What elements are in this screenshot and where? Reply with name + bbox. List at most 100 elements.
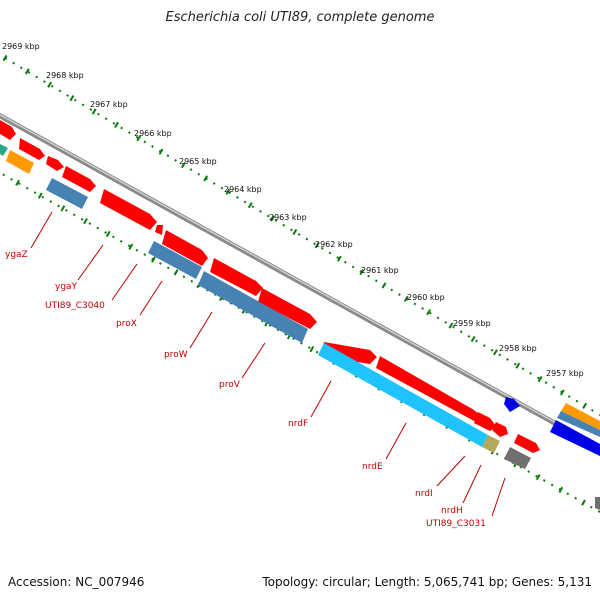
genome-backbone-highlight [0,114,600,448]
tick-mark [151,256,156,263]
gene-block-teal[interactable] [0,144,8,156]
scale-label: 2968 kbp [46,71,84,80]
scale-label: 2969 kbp [2,42,40,51]
gene-label: nrdI [415,489,433,499]
gene-block-darkblue[interactable] [504,397,520,412]
reverse-strand-features [0,144,600,510]
tick-mark [559,389,565,396]
tick-mark [60,205,66,212]
tick-mark [270,215,275,222]
scale-labels: 2969 kbp 2968 kbp 2967 kbp 2966 kbp 2965… [2,42,584,378]
gene-arrow-forward[interactable] [162,230,208,266]
gene-label: nrdF [288,419,308,429]
tick-mark [581,499,586,506]
gene-block-gray[interactable] [595,497,600,510]
tick-mark [105,230,111,238]
gene-block-olive[interactable] [482,435,500,453]
scale-label: 2958 kbp [499,344,537,353]
gene-arrow-forward[interactable] [258,288,317,329]
gene-block-steelblue[interactable] [148,241,202,279]
tick-mark [128,243,134,250]
gene-label: ygaY [55,282,78,292]
tick-mark [470,335,476,343]
gene-arrow-forward[interactable] [100,189,157,230]
gene-block-steelblue[interactable] [557,411,600,437]
gene-label: nrdH [441,506,463,516]
tick-mark [136,135,142,142]
tick-mark [37,192,43,199]
gene-label: nrdE [362,462,383,472]
gene-arrow-forward[interactable] [46,156,64,171]
gene-arrow-forward[interactable] [474,412,496,431]
tick-mark [15,179,20,186]
gene-block-lightblue[interactable] [366,370,488,447]
gene-block-gray[interactable] [504,447,531,469]
tick-mark [558,486,564,493]
scale-label: 2966 kbp [134,129,172,138]
scale-label: 2957 kbp [546,369,584,378]
tick-mark [203,175,209,182]
tick-mark [83,218,88,225]
page-title: Escherichia coli UTI89, complete genome [165,10,435,25]
gene-label: proX [116,319,137,329]
outer-major-ticks [2,54,588,409]
tick-mark [515,362,521,369]
gene-arrow-forward[interactable] [376,356,482,422]
tick-mark [225,188,231,195]
tick-mark [493,349,498,356]
tick-mark [535,473,541,481]
tick-mark [2,54,8,62]
gene-block-orange[interactable] [6,150,34,174]
gene-block-orange[interactable] [561,403,600,430]
gene-labels: ygaZ ygaY UTI89_C3040 proX proW proV nrd… [5,250,486,529]
gene-arrow-forward[interactable] [492,422,508,437]
tick-mark [359,268,365,276]
gene-block-steelblue[interactable] [46,178,88,209]
scale-label: 2967 kbp [90,100,128,109]
scale-label: 2965 kbp [179,157,217,166]
tick-mark [448,322,454,329]
gene-label: UTI89_C3040 [45,301,105,311]
scale-label: 2963 kbp [269,213,307,222]
gene-arrow-forward[interactable] [320,342,377,364]
gene-label: ygaZ [5,250,28,260]
tick-mark [537,375,543,383]
scale-label: 2960 kbp [407,293,445,302]
gene-arrow-forward[interactable] [514,434,540,453]
tick-mark [247,202,253,209]
tick-mark [24,68,30,75]
tick-mark [582,402,588,409]
tick-mark [337,255,342,262]
scale-label: 2961 kbp [361,266,399,275]
gene-block-darkblue[interactable] [550,420,600,456]
tick-mark [314,242,320,249]
gene-arrow-forward[interactable] [210,258,263,296]
tick-mark [292,228,298,235]
genome-stats-text: Topology: circular; Length: 5,065,741 bp… [262,575,592,589]
gene-arrow-forward[interactable] [0,120,16,140]
scale-label: 2959 kbp [453,319,491,328]
tick-mark [381,282,387,289]
tick-mark [403,295,409,302]
tick-mark [47,81,52,88]
tick-mark [158,148,164,155]
gene-arrow-forward[interactable] [19,138,45,160]
accession-text: Accession: NC_007946 [8,575,145,589]
gene-block-lightblue[interactable] [318,343,372,382]
gene-arrow-forward[interactable] [62,166,96,192]
tick-mark [173,269,179,276]
gene-label: UTI89_C3031 [426,519,486,529]
label-leaders [30,211,506,517]
forward-strand-features [0,120,540,453]
tick-mark [91,108,97,115]
tick-mark [426,309,432,316]
genome-backbone [0,112,600,452]
scale-label: 2962 kbp [315,240,353,249]
scale-label: 2964 kbp [224,185,262,194]
gene-label: proW [164,350,188,360]
tick-mark [180,161,186,169]
gene-block-steelblue[interactable] [198,271,308,343]
gene-arrow-forward[interactable] [155,225,163,235]
